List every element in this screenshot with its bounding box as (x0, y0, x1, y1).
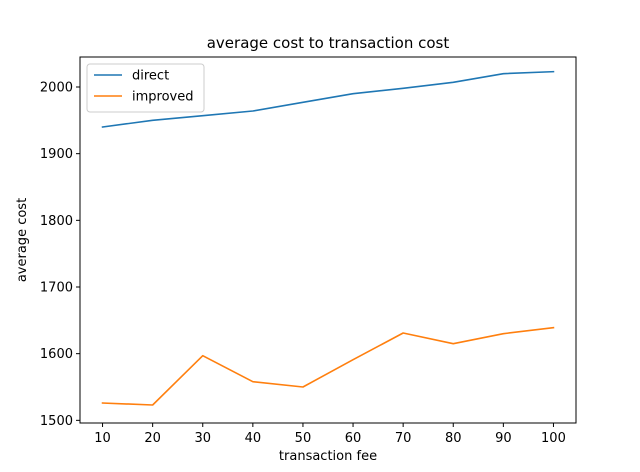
y-tick-label: 1800 (40, 214, 73, 229)
x-tick-label: 40 (245, 431, 262, 446)
y-axis-ticks: 1500 1600 1700 1800 1900 2000 (40, 81, 80, 429)
legend-label-improved: improved (132, 90, 193, 105)
x-tick-label: 100 (541, 431, 566, 446)
x-tick-label: 80 (445, 431, 462, 446)
x-tick-label: 70 (395, 431, 412, 446)
x-tick-label: 10 (94, 431, 111, 446)
y-tick-label: 1700 (40, 281, 73, 296)
y-tick-label: 2000 (40, 81, 73, 96)
y-tick-label: 1600 (40, 347, 73, 362)
series-layer (101, 70, 555, 406)
y-tick-label: 1900 (40, 147, 73, 162)
legend-label-direct: direct (132, 69, 169, 84)
series-line-direct (101, 70, 555, 128)
x-axis-ticks: 10 20 30 40 50 60 70 80 90 100 (94, 423, 566, 446)
y-tick-label: 1500 (40, 414, 73, 429)
legend: direct improved (86, 63, 205, 113)
x-tick-label: 90 (495, 431, 512, 446)
plot-area (80, 57, 576, 423)
axes-layer (79, 56, 577, 424)
x-tick-label: 50 (295, 431, 312, 446)
x-tick-label: 20 (144, 431, 161, 446)
legend-box (86, 63, 205, 113)
x-axis-label: transaction fee (279, 449, 377, 464)
x-tick-label: 30 (194, 431, 211, 446)
y-axis-label: average cost (15, 198, 30, 282)
series-line-improved (101, 326, 555, 406)
axes-frame (79, 56, 577, 424)
chart-title: average cost to transaction cost (207, 34, 450, 52)
x-tick-label: 60 (345, 431, 362, 446)
plot-background (80, 57, 576, 423)
